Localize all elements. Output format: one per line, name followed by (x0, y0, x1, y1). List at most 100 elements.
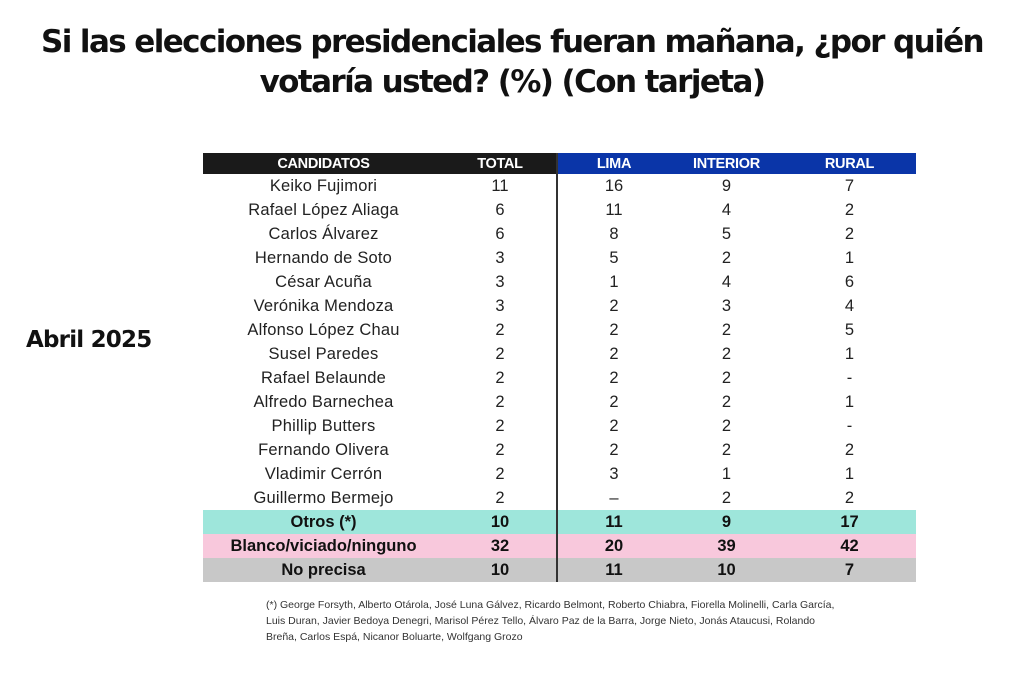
cell-interior: 4 (721, 273, 732, 291)
cell-total: 2 (444, 414, 558, 438)
cell-rural: 4 (844, 297, 855, 315)
cell-lima: 2 (609, 369, 619, 387)
cell-rural: 2 (844, 201, 855, 219)
summary-label: Otros (*) (203, 510, 444, 534)
table-row: Hernando de Soto 3 5 2 1 (203, 246, 916, 270)
cell-candidate: Verónika Mendoza (253, 297, 394, 315)
cell-interior: 9 (670, 510, 783, 534)
cell-total: 2 (444, 486, 558, 510)
cell-interior: 2 (721, 489, 732, 507)
cell-interior: 2 (721, 369, 732, 387)
table-row: Verónika Mendoza 3 2 3 4 (203, 294, 916, 318)
cell-total: 6 (444, 222, 558, 246)
cell-candidate: Hernando de Soto (254, 249, 393, 267)
table-row: Guillermo Bermejo 2 – 2 2 (203, 486, 916, 510)
cell-rural: 7 (844, 177, 855, 195)
table-row: Susel Paredes 2 2 2 1 (203, 342, 916, 366)
cell-rural: - (846, 369, 853, 387)
summary-row-nop: No precisa 10 11 10 7 (203, 558, 916, 582)
cell-rural: 17 (783, 510, 916, 534)
cell-interior: 2 (721, 321, 732, 339)
cell-candidate: Fernando Olivera (258, 441, 389, 459)
cell-rural: 7 (783, 558, 916, 582)
cell-candidate: Keiko Fujimori (269, 177, 378, 195)
cell-total: 2 (444, 390, 558, 414)
footnote: (*) George Forsyth, Alberto Otárola, Jos… (266, 597, 906, 645)
results-table: CANDIDATOS TOTAL LIMA INTERIOR RURAL Kei… (203, 153, 917, 582)
cell-lima: 2 (609, 297, 619, 315)
header-total: TOTAL (444, 153, 558, 174)
cell-rural: 42 (783, 534, 916, 558)
cell-lima: 5 (609, 249, 619, 267)
cell-candidate: Vladimir Cerrón (264, 465, 383, 483)
cell-total: 10 (444, 558, 558, 582)
cell-candidate: Rafael López Aliaga (248, 201, 399, 219)
table-row: Phillip Butters 2 2 2 - (203, 414, 916, 438)
cell-total: 3 (444, 246, 558, 270)
cell-rural: 2 (844, 489, 855, 507)
table-row: Alfonso López Chau 2 2 2 5 (203, 318, 916, 342)
cell-rural: 1 (844, 393, 855, 411)
summary-label: No precisa (203, 558, 444, 582)
cell-interior: 10 (670, 558, 783, 582)
cell-interior: 2 (721, 417, 732, 435)
table-row: Fernando Olivera 2 2 2 2 (203, 438, 916, 462)
summary-label: Blanco/viciado/ninguno (203, 534, 444, 558)
cell-rural: 1 (844, 465, 855, 483)
cell-lima: 2 (609, 345, 619, 363)
cell-total: 11 (444, 174, 558, 198)
header-interior: INTERIOR (670, 153, 783, 174)
cell-candidate: Carlos Álvarez (268, 225, 379, 243)
cell-interior: 2 (721, 345, 732, 363)
table-row: Vladimir Cerrón 2 3 1 1 (203, 462, 916, 486)
cell-interior: 3 (721, 297, 732, 315)
results-table-container: CANDIDATOS TOTAL LIMA INTERIOR RURAL Kei… (203, 153, 916, 582)
cell-lima: 2 (609, 417, 619, 435)
cell-lima: 16 (604, 177, 624, 195)
cell-lima: 11 (557, 510, 670, 534)
cell-interior: 2 (721, 249, 732, 267)
cell-rural: 6 (844, 273, 855, 291)
cell-interior: 39 (670, 534, 783, 558)
cell-total: 10 (444, 510, 558, 534)
cell-total: 2 (444, 342, 558, 366)
cell-rural: 1 (844, 345, 855, 363)
cell-candidate: Rafael Belaunde (260, 369, 386, 387)
cell-interior: 2 (721, 441, 732, 459)
chart-title: Si las elecciones presidenciales fueran … (40, 24, 985, 100)
cell-rural: - (846, 417, 853, 435)
table-row: Rafael López Aliaga 6 11 4 2 (203, 198, 916, 222)
cell-candidate: Phillip Butters (271, 417, 376, 435)
table-row: Carlos Álvarez 6 8 5 2 (203, 222, 916, 246)
cell-lima: 3 (609, 465, 619, 483)
cell-rural: 2 (844, 225, 855, 243)
cell-lima: 2 (609, 441, 619, 459)
table-row: Alfredo Barnechea 2 2 2 1 (203, 390, 916, 414)
cell-interior: 1 (721, 465, 732, 483)
cell-interior: 2 (721, 393, 732, 411)
cell-lima: 2 (609, 393, 619, 411)
header-lima: LIMA (557, 153, 670, 174)
summary-row-blanco: Blanco/viciado/ninguno 32 20 39 42 (203, 534, 916, 558)
cell-candidate: Guillermo Bermejo (253, 489, 394, 507)
table-row: Keiko Fujimori 11 16 9 7 (203, 174, 916, 198)
cell-lima: 2 (609, 321, 619, 339)
cell-interior: 5 (721, 225, 732, 243)
table-header-row: CANDIDATOS TOTAL LIMA INTERIOR RURAL (203, 153, 916, 174)
footnote-line: Breña, Carlos Espá, Nicanor Boluarte, Wo… (266, 631, 523, 643)
cell-interior: 4 (721, 201, 732, 219)
cell-total: 2 (444, 318, 558, 342)
cell-lima: 8 (609, 225, 619, 243)
period-label: Abril 2025 (26, 327, 152, 353)
footnote-line: Luis Duran, Javier Bedoya Denegri, Maris… (266, 615, 816, 627)
cell-total: 3 (444, 270, 558, 294)
summary-row-otros: Otros (*) 10 11 9 17 (203, 510, 916, 534)
cell-lima: 11 (605, 201, 623, 219)
cell-lima: 20 (557, 534, 670, 558)
cell-rural: 5 (844, 321, 855, 339)
cell-candidate: Susel Paredes (268, 345, 379, 363)
footnote-line: (*) George Forsyth, Alberto Otárola, Jos… (266, 599, 835, 611)
cell-total: 6 (444, 198, 558, 222)
cell-lima: 11 (557, 558, 670, 582)
cell-total: 2 (444, 462, 558, 486)
